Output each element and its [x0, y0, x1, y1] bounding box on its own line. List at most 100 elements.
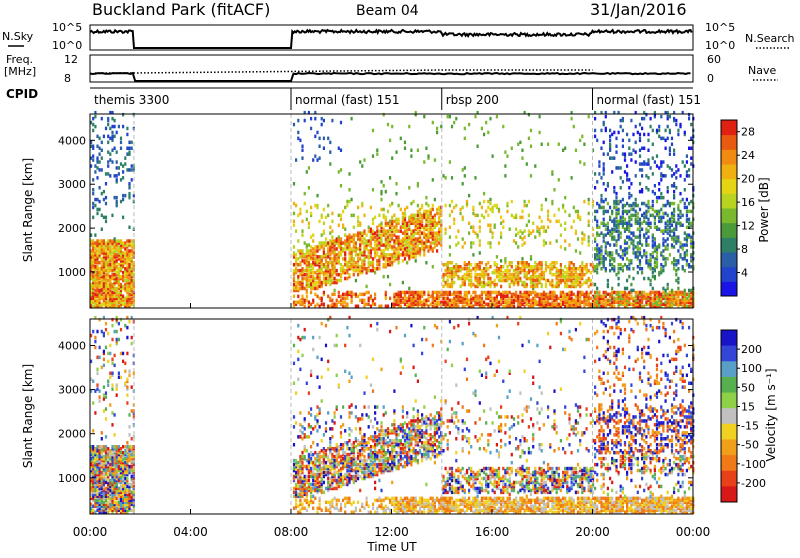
echo-cell — [622, 204, 624, 208]
echo-cell — [425, 233, 427, 237]
echo-cell — [359, 237, 361, 241]
echo-cell — [600, 222, 602, 226]
echo-cell — [96, 212, 98, 216]
echo-cell — [620, 166, 622, 170]
echo-cell — [406, 253, 408, 257]
echo-cell — [453, 297, 455, 301]
echo-cell — [609, 229, 611, 233]
echo-cell — [600, 129, 602, 133]
echo-cell — [376, 226, 378, 230]
echo-cell — [502, 305, 504, 309]
echo-cell — [656, 200, 658, 204]
echo-cell — [346, 261, 348, 265]
echo-cell — [96, 299, 98, 303]
echo-cell — [380, 222, 382, 226]
echo-cell — [293, 202, 295, 206]
echo-cell — [466, 277, 468, 281]
echo-cell — [483, 301, 485, 305]
echo-cell — [348, 291, 350, 295]
echo-cell — [487, 224, 489, 228]
echo-cell — [603, 121, 605, 125]
echo-cell — [517, 143, 519, 147]
echo-cell — [295, 253, 297, 257]
echo-cell — [468, 291, 470, 295]
echo-cell — [626, 247, 628, 251]
echo-cell — [607, 222, 609, 226]
echo-cell — [669, 253, 671, 257]
echo-cell — [637, 235, 639, 239]
echo-cell — [111, 117, 113, 121]
echo-cell — [577, 273, 579, 277]
echo-cell — [344, 251, 346, 255]
echo-cell — [596, 231, 598, 235]
echo-cell — [673, 231, 675, 235]
echo-cell — [620, 255, 622, 259]
echo-cell — [464, 166, 466, 170]
echo-cell — [425, 210, 427, 214]
echo-cell — [530, 291, 532, 295]
echo-cell — [620, 186, 622, 190]
echo-cell — [686, 253, 688, 257]
echo-cell — [630, 295, 632, 299]
echo-cell — [329, 261, 331, 265]
echo-cell — [425, 196, 427, 200]
echo-cell — [551, 279, 553, 283]
echo-cell — [376, 259, 378, 263]
echo-cell — [310, 212, 312, 216]
echo-cell — [605, 198, 607, 202]
echo-cell — [374, 255, 376, 259]
echo-cell — [509, 228, 511, 232]
echo-cell — [568, 291, 570, 295]
echo-cell — [472, 229, 474, 233]
echo-cell — [626, 287, 628, 291]
echo-cell — [658, 220, 660, 224]
echo-cell — [92, 188, 94, 192]
echo-cell — [438, 291, 440, 295]
echo-cell — [684, 202, 686, 206]
echo-cell — [639, 229, 641, 233]
echo-cell — [647, 259, 649, 263]
echo-cell — [628, 235, 630, 239]
echo-cell — [506, 269, 508, 273]
echo-cell — [645, 259, 647, 263]
echo-cell — [494, 291, 496, 295]
echo-cell — [686, 210, 688, 214]
frequency-line — [90, 73, 691, 81]
echo-cell — [457, 275, 459, 279]
echo-cell — [344, 257, 346, 261]
echo-cell — [353, 257, 355, 261]
echo-cell — [105, 127, 107, 131]
echo-cell — [600, 147, 602, 151]
echo-cell — [504, 273, 506, 277]
echo-cell — [635, 214, 637, 218]
echo-cell — [363, 245, 365, 249]
echo-cell — [372, 129, 374, 133]
echo-cell — [530, 275, 532, 279]
echo-cell — [118, 291, 120, 295]
echo-cell — [103, 385, 105, 389]
echo-cell — [541, 204, 543, 208]
echo-cell — [329, 279, 331, 283]
echo-cell — [645, 251, 647, 255]
echo-cell — [336, 273, 338, 277]
echo-cell — [551, 301, 553, 305]
echo-cell — [613, 265, 615, 269]
echo-cell — [96, 156, 98, 160]
echo-cell — [319, 255, 321, 259]
echo-cell — [415, 297, 417, 301]
echo-cell — [436, 301, 438, 305]
echo-cell — [402, 291, 404, 295]
echo-cell — [532, 265, 534, 269]
echo-cell — [114, 295, 116, 299]
echo-cell — [673, 228, 675, 232]
echo-cell — [387, 229, 389, 233]
echo-cell — [404, 257, 406, 261]
echo-cell — [94, 265, 96, 269]
echo-cell — [103, 473, 105, 477]
echo-cell — [470, 279, 472, 283]
echo-cell — [613, 243, 615, 247]
echo-cell — [120, 141, 122, 145]
echo-cell — [96, 387, 98, 391]
echo-cell — [632, 231, 634, 235]
